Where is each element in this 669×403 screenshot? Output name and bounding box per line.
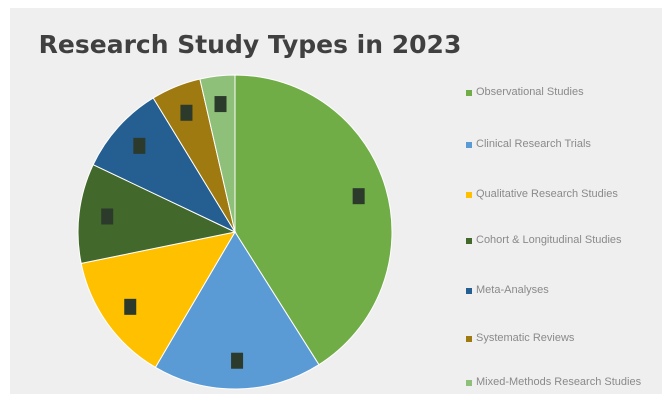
- legend-swatch: [466, 90, 472, 96]
- legend-swatch: [466, 238, 472, 244]
- chart-area: Research Study Types in 2023 Observation…: [10, 8, 662, 394]
- legend-swatch: [466, 142, 472, 148]
- pie-slice-3: [80, 231, 237, 369]
- pie-chart: [77, 74, 393, 390]
- data-label-7: [214, 96, 227, 113]
- legend-item-5: Meta-Analyses: [466, 284, 666, 297]
- pie-slice-2: [154, 231, 320, 390]
- pie-slice-5: [92, 97, 237, 234]
- pie-slice-7: [199, 74, 236, 233]
- legend-item-7: Mixed-Methods Research Studies: [466, 376, 666, 389]
- legend-item-3: Qualitative Research Studies: [466, 188, 666, 201]
- legend-swatch: [466, 192, 472, 198]
- legend-item-6: Systematic Reviews: [466, 332, 666, 345]
- data-label-5: [133, 137, 146, 154]
- legend-item-4: Cohort & Longitudinal Studies: [466, 234, 666, 247]
- legend-swatch: [466, 336, 472, 342]
- legend-label: Mixed-Methods Research Studies: [476, 376, 642, 388]
- data-label-6: [180, 104, 193, 121]
- pie-slice-4: [77, 164, 237, 264]
- legend-label: Qualitative Research Studies: [476, 188, 618, 200]
- data-label-2: [231, 352, 244, 369]
- data-label-4: [101, 208, 114, 225]
- legend-item-1: Observational Studies: [466, 86, 666, 99]
- data-label-1: [352, 188, 365, 205]
- legend-swatch: [466, 288, 472, 294]
- pie-slice-1: [234, 74, 393, 366]
- legend-label: Meta-Analyses: [476, 284, 549, 296]
- data-label-3: [124, 298, 137, 315]
- legend-label: Clinical Research Trials: [476, 138, 591, 150]
- legend-label: Systematic Reviews: [476, 332, 575, 344]
- legend-label: Cohort & Longitudinal Studies: [476, 234, 622, 246]
- legend-label: Observational Studies: [476, 86, 584, 98]
- legend-swatch: [466, 380, 472, 386]
- legend-item-2: Clinical Research Trials: [466, 138, 666, 151]
- chart-title: Research Study Types in 2023: [38, 30, 462, 59]
